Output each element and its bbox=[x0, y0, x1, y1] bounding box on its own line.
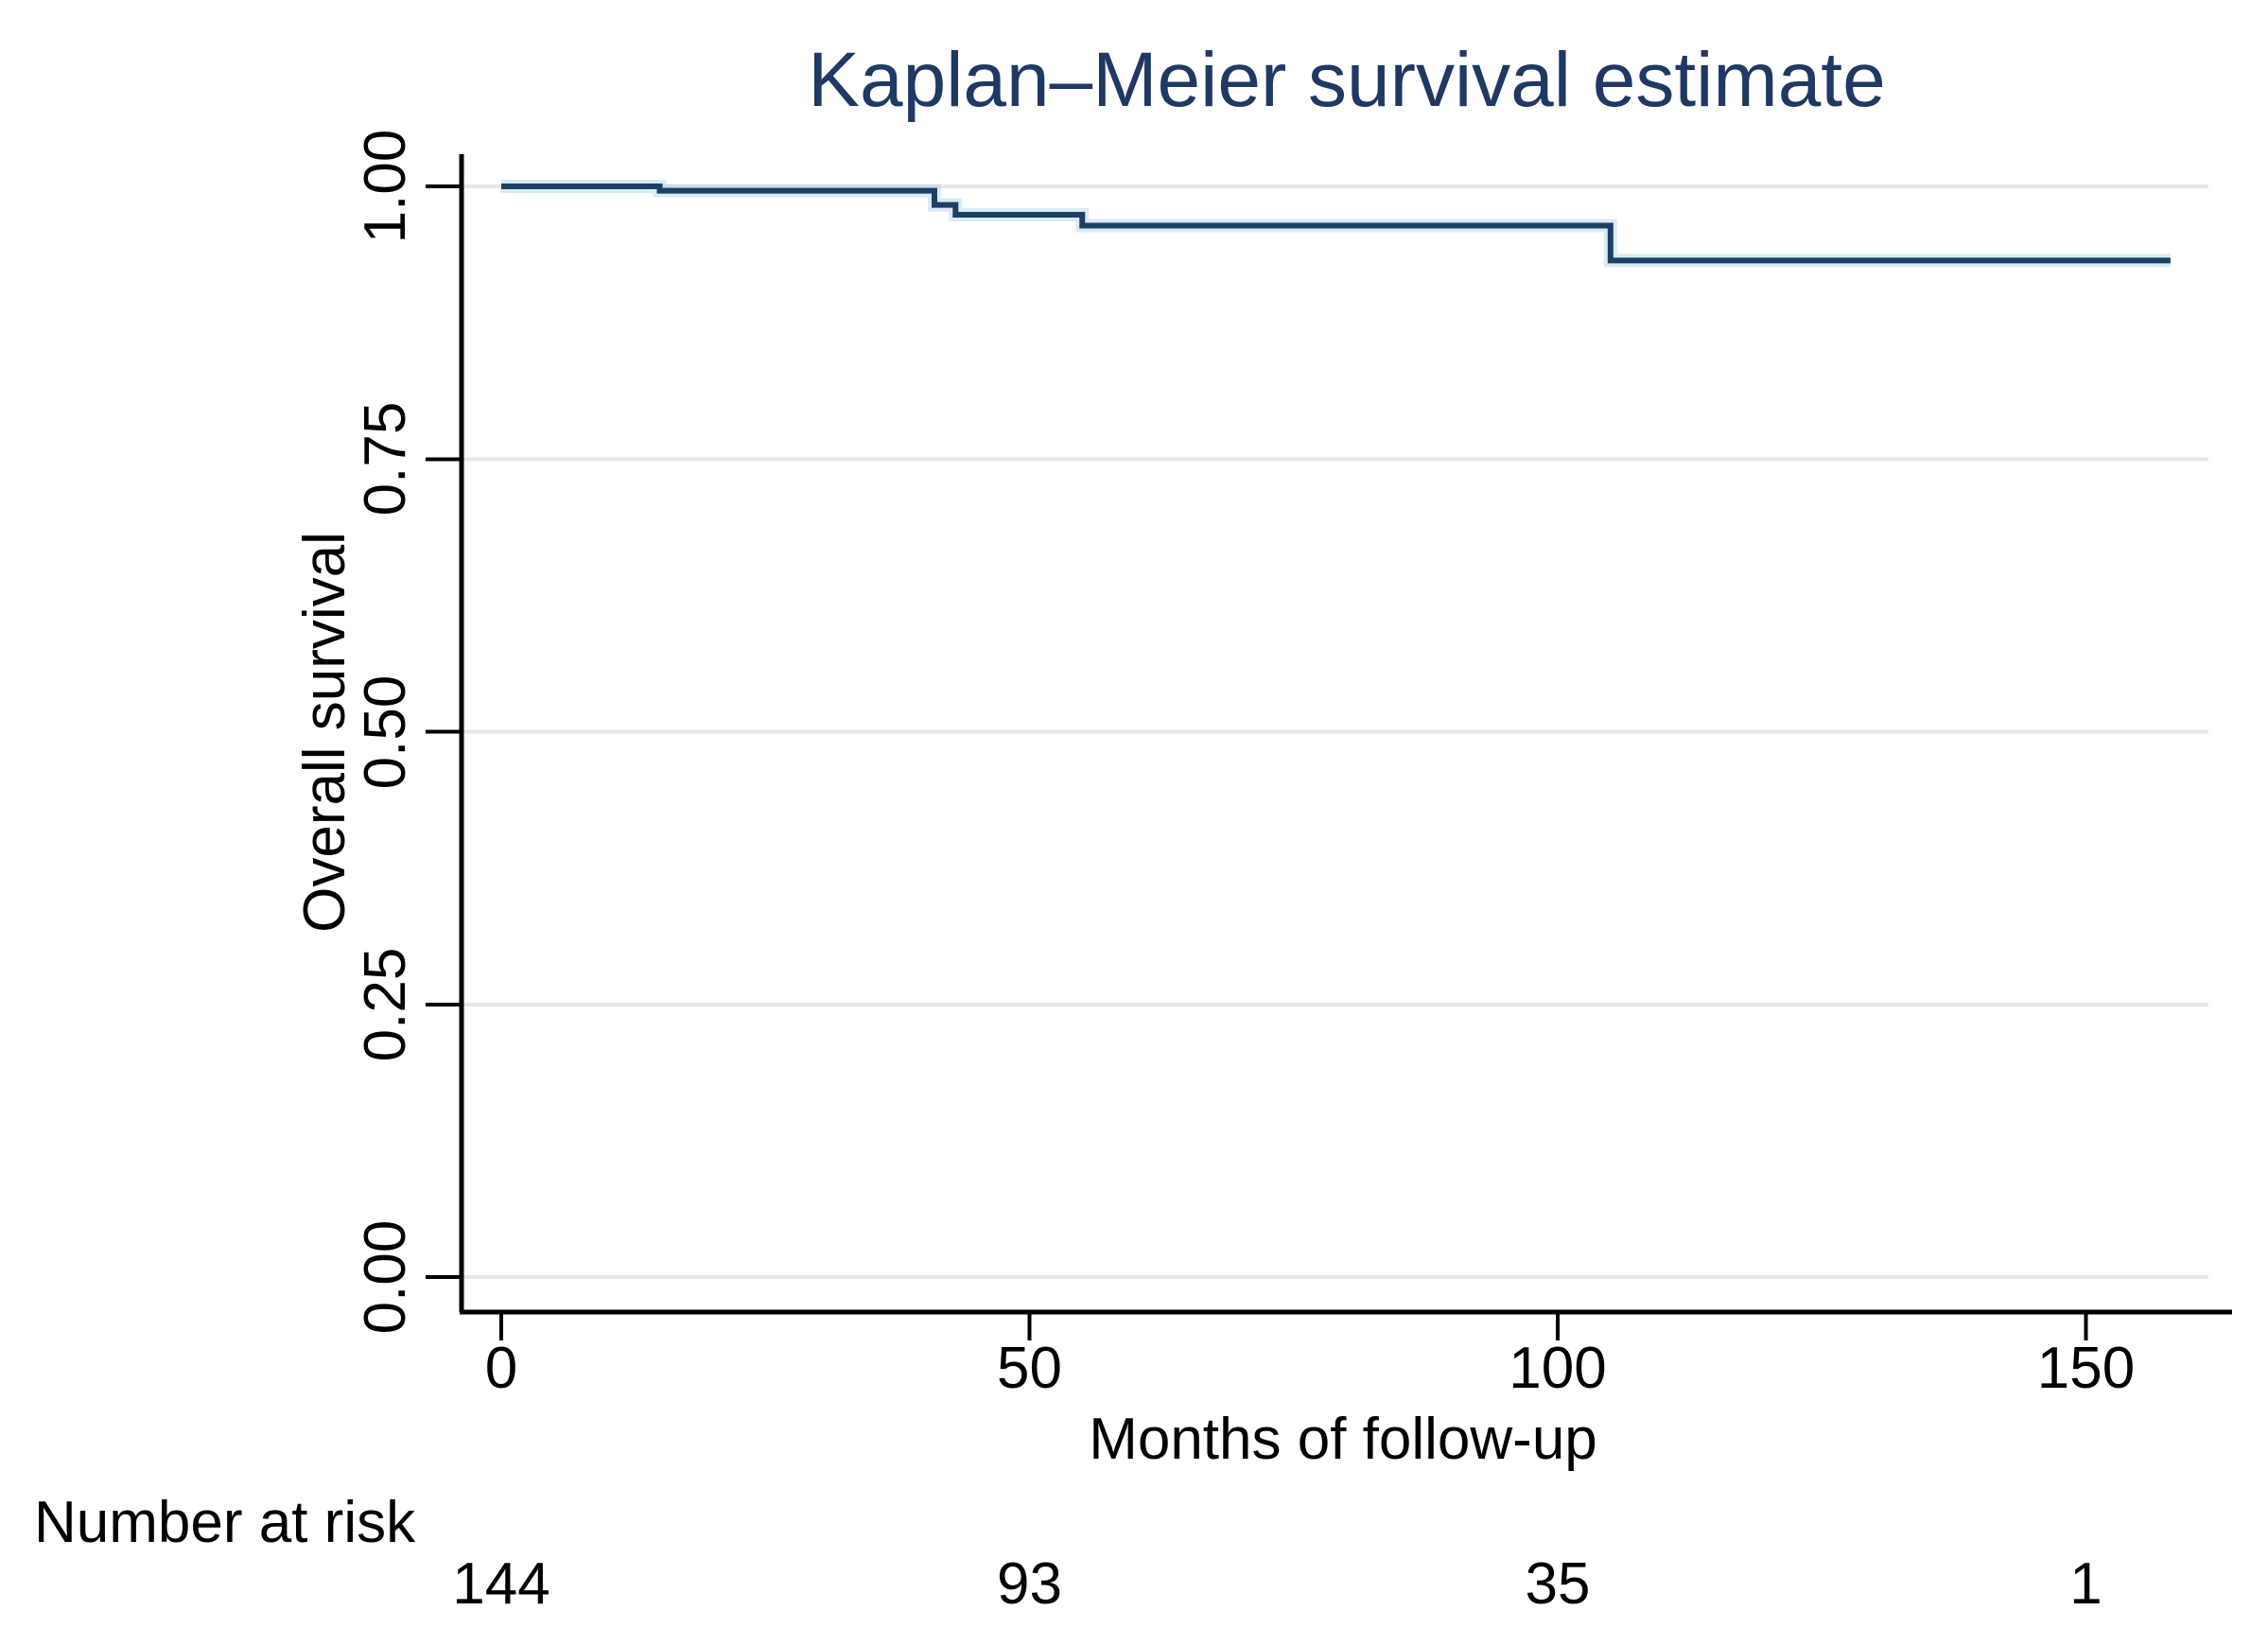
y-axis-label: Overall survival bbox=[292, 532, 358, 933]
risk-count: 144 bbox=[452, 1551, 550, 1617]
x-tick-label: 50 bbox=[997, 1336, 1062, 1401]
risk-count: 35 bbox=[1525, 1551, 1591, 1617]
x-tick-label: 0 bbox=[484, 1336, 518, 1401]
x-tick-label: 150 bbox=[2036, 1336, 2136, 1401]
survival-curve bbox=[501, 184, 2171, 264]
y-tick-label: 0.00 bbox=[353, 1219, 418, 1335]
y-tick-label: 0.25 bbox=[353, 947, 418, 1062]
risk-count: 93 bbox=[997, 1551, 1062, 1617]
chart-title: Kaplan–Meier survival estimate bbox=[808, 37, 1886, 123]
x-tick-label: 100 bbox=[1509, 1336, 1607, 1401]
number-at-risk-label: Number at risk bbox=[34, 1490, 416, 1555]
x-axis-label: Months of follow-up bbox=[1089, 1407, 1597, 1472]
y-tick-label: 0.50 bbox=[353, 674, 418, 789]
y-tick-label: 0.75 bbox=[353, 401, 418, 516]
risk-count: 1 bbox=[2069, 1551, 2102, 1617]
y-tick-label: 1.00 bbox=[353, 129, 418, 244]
